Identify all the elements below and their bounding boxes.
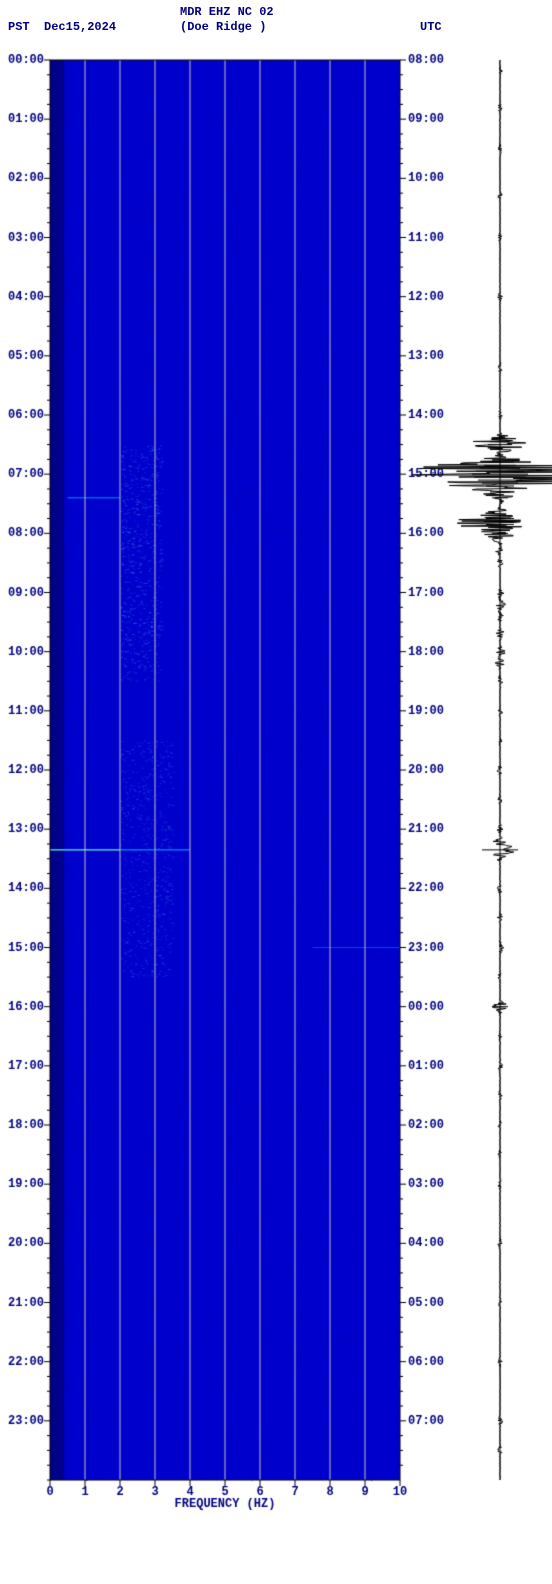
spectrogram-plot bbox=[0, 0, 552, 1584]
